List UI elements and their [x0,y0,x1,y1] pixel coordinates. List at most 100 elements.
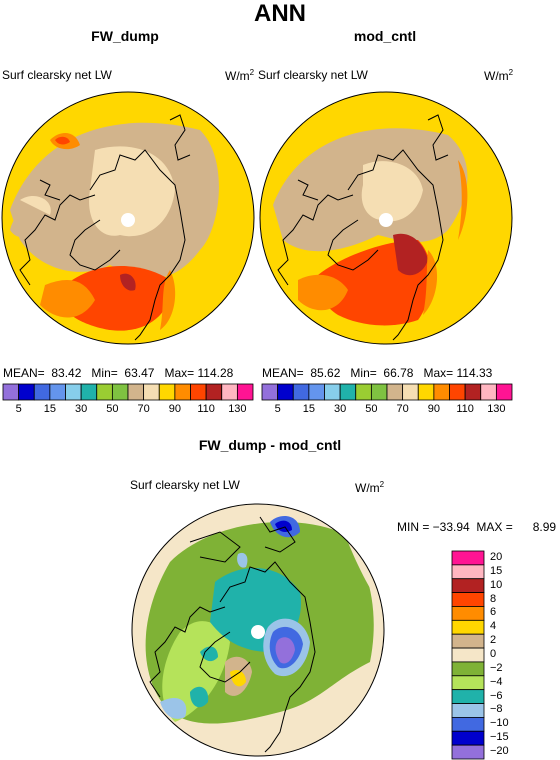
colorbar-swatch [451,647,485,663]
colorbar-swatch [451,716,485,732]
colorbar-tick-label: 30 [75,403,88,415]
map-fw-dump [1,91,255,345]
colorbar-tick-label: −20 [490,745,509,758]
colorbar-swatch [451,564,485,580]
colorbar-tick-label: 15 [43,403,56,415]
colorbar-swatch [451,661,485,677]
colorbar-swatch [355,383,372,401]
colorbar-swatch [96,383,113,401]
colorbar-swatch [190,383,207,401]
colorbar-swatch [451,703,485,718]
colorbar-swatch [451,633,485,649]
colorbar-swatch [261,383,279,401]
colorbar-tick-label: 15 [490,564,503,577]
unit-label-right: W/m2 [484,68,514,83]
colorbar-left [2,383,254,401]
colorbar-tick-label: 10 [490,578,503,591]
panel-title-left: FW_dump [91,28,159,44]
colorbar-swatch [143,383,160,401]
colorbar-tick-label: −8 [490,703,503,716]
colorbar-swatch [433,383,450,401]
colorbar-swatch [449,383,466,401]
colorbar-swatch [221,383,238,401]
colorbar-swatch [386,383,404,401]
colorbar-swatch [33,383,51,401]
colorbar-tick-label: 8 [490,592,497,605]
colorbar-tick-label: 5 [15,403,22,415]
colorbar-swatch [464,383,482,401]
colorbar-swatch [480,383,497,401]
colorbar-swatch [174,383,191,401]
colorbar-tick-label: 90 [168,403,181,415]
colorbar-tick-label: 50 [106,403,119,415]
colorbar-tick-label: 5 [274,403,281,415]
colorbar-tick-label: −6 [490,689,503,702]
colorbar-tick-label: 0 [490,648,497,660]
colorbar-tick-label: 6 [490,606,497,619]
colorbar-tick-label: −15 [490,731,509,744]
colorbar-swatch [451,730,485,746]
colorbar-swatch [451,619,485,635]
variable-label-right: Surf clearsky net LW [258,68,368,82]
colorbar-tick-label: 110 [197,403,215,415]
colorbar-tick-label: 130 [487,403,506,415]
colorbar-swatch [80,383,98,401]
colorbar-swatch [451,689,485,704]
colorbar-tick-label: 50 [365,403,378,415]
colorbar-swatch [65,383,82,401]
colorbar-swatch [370,383,388,401]
colorbar-swatch [417,383,435,401]
colorbar-tick-label: 15 [302,403,315,415]
colorbar-swatch [111,383,129,401]
colorbar-swatch [18,383,35,401]
colorbar-tick-label: −2 [490,661,503,674]
colorbar-swatch [451,550,485,566]
colorbar-tick-label: 70 [137,403,150,415]
colorbar-swatch [205,383,223,401]
colorbar-swatch [277,383,294,401]
colorbar-tick-label: −10 [490,717,509,730]
colorbar-left-ticks: 5 15 30 50 70 90 110 130 [3,403,253,419]
variable-label-diff: Surf clearsky net LW [130,478,240,492]
main-title: ANN [254,0,306,27]
map-difference [131,503,385,757]
colorbar-swatch [324,383,341,401]
colorbar-swatch [49,383,66,401]
colorbar-right-ticks: 5 15 30 50 70 90 110 130 [262,403,512,419]
colorbar-swatch [339,383,357,401]
colorbar-diff [451,550,485,760]
colorbar-tick-label: 90 [427,403,440,415]
colorbar-swatch [2,383,20,401]
panel-title-right: mod_cntl [353,28,417,44]
colorbar-tick-label: 110 [456,403,474,415]
unit-label-diff: W/m2 [355,480,385,495]
panel-title-diff: FW_dump - mod_cntl [198,437,342,453]
colorbar-swatch [158,383,176,401]
colorbar-tick-label: 130 [228,403,247,415]
colorbar-tick-label: 4 [490,620,497,633]
stats-right: MEAN= 85.62 Min= 66.78 Max= 114.33 [262,366,493,380]
colorbar-swatch [451,744,485,760]
colorbar-swatch [236,383,254,401]
colorbar-right [261,383,513,401]
colorbar-swatch [451,592,485,607]
colorbar-swatch [451,606,485,621]
colorbar-swatch [402,383,419,401]
stats-left: MEAN= 83.42 Min= 63.47 Max= 114.28 [3,366,234,380]
colorbar-swatch [451,578,485,594]
stats-diff: MIN = −33.94 MAX = 8.99 [397,520,557,534]
colorbar-swatch [495,383,513,401]
colorbar-swatch [292,383,310,401]
colorbar-swatch [127,383,145,401]
map-mod-cntl [259,91,513,345]
colorbar-tick-label: 20 [490,550,503,563]
unit-label-left: W/m2 [225,68,255,83]
colorbar-tick-label: 2 [490,634,497,647]
colorbar-swatch [308,383,325,401]
colorbar-tick-label: 30 [334,403,347,415]
colorbar-tick-label: 70 [396,403,409,415]
colorbar-diff-ticks: 20 15 10 8 6 4 2 0 −2 −4 −6 −8 −10 −15 −20 [490,551,530,759]
variable-label-left: Surf clearsky net LW [2,68,112,82]
colorbar-swatch [451,675,485,691]
colorbar-tick-label: −4 [490,675,503,688]
